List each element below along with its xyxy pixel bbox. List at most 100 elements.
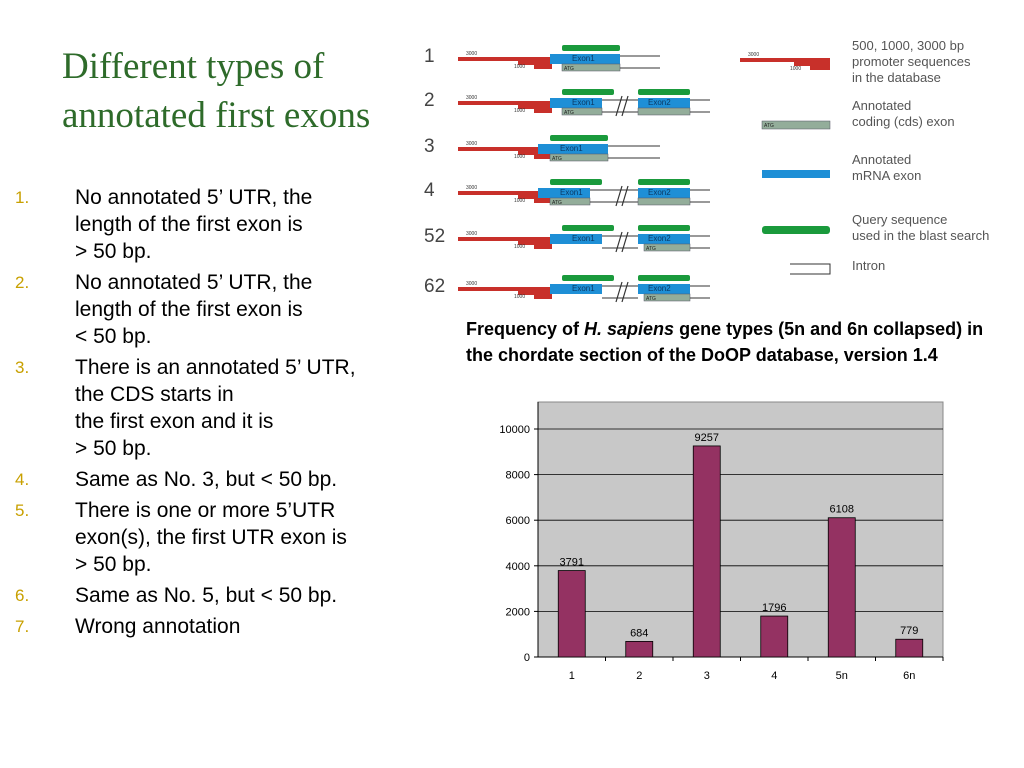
promoter-1000-label: 1000 [514,198,525,204]
exon-label: Exon1 [572,54,595,63]
list-text: length of the first exon is [75,213,303,236]
y-tick-label: 2000 [506,606,530,618]
promoter-3000-label: 3000 [466,141,477,147]
list-text: There is an annotated 5’ UTR, [75,356,356,379]
legend-atg-label: ATG [764,123,774,129]
legend-text: coding (cds) exon [852,114,955,129]
y-tick-label: 6000 [506,515,530,527]
data-label: 3791 [560,557,584,569]
diagram-row: 4 3000 1000 Exon1 ATG Exon2 [424,179,710,207]
promoter-3000-label: 3000 [466,281,477,287]
promoter-3000-bar [458,57,552,61]
legend-promoter-swatch [810,66,830,70]
y-tick-label: 10000 [499,424,530,436]
atg-label: ATG [564,66,574,72]
diagram-row: 2 3000 1000 Exon1 ATG Exon2 [424,89,710,117]
list-number: 3. [15,358,30,377]
list-item: 7. Wrong annotation [15,613,425,640]
frequency-bar-chart: 0 2000 4000 6000 8000 10000 3791 1 684 2 9257 3 1796… [499,401,944,682]
promoter-3000-label: 3000 [466,185,477,191]
exon-label: Exon1 [572,98,595,107]
break-mark [615,95,623,117]
list-text: Same as No. 3, but < 50 bp. [75,468,338,491]
query-sequence-bar [562,225,614,231]
exon-label: Exon1 [560,188,583,197]
y-tick-label: 4000 [506,561,530,573]
legend-cds-swatch [761,120,831,130]
list-number: 5. [15,501,30,520]
promoter-3000-bar [458,237,552,241]
list-item: 4. Same as No. 3, but < 50 bp. [15,466,425,493]
atg-label: ATG [552,156,562,162]
promoter-1000-bar [518,195,552,199]
promoter-3000-bar [458,287,552,291]
exon-label: Exon1 [560,144,583,153]
promoter-3000-label: 3000 [466,231,477,237]
promoter-500-bar [534,65,552,69]
list-item: 1. No annotated 5’ UTR, the length of the … [15,184,425,265]
legend-text: Intron [852,258,885,273]
query-sequence-bar [638,275,690,281]
legend-1000-label: 1000 [790,66,801,72]
list-item: 2. No annotated 5’ UTR, the length of the … [15,269,425,350]
mrna-exon-bar [638,234,690,244]
list-item: 5. There is one or more 5’UTR exon(s), the… [15,497,425,578]
bar [760,615,789,658]
legend-promoter-swatch [794,62,830,66]
legend-text: Query sequence [852,212,947,227]
mrna-exon-bar [550,234,602,244]
legend-text: promoter sequences [852,54,971,69]
promoter-500-bar [534,155,552,159]
list-text: exon(s), the first UTR exon is [75,526,347,549]
promoter-1000-label: 1000 [514,244,525,250]
mrna-exon-bar [550,98,602,108]
data-label: 779 [900,625,918,637]
query-sequence-bar [562,275,614,281]
x-tick-label: 3 [704,670,710,682]
x-tick-label: 1 [569,670,575,682]
query-sequence-bar [638,89,690,95]
diagram-row: 3 3000 1000 Exon1 ATG [424,135,660,162]
x-tick-label: 6n [903,670,915,682]
promoter-500-bar [534,295,552,299]
legend-3000-label: 3000 [748,52,759,58]
promoter-1000-label: 1000 [514,154,525,160]
list-text: the CDS starts in [75,383,234,406]
promoter-1000-bar [518,61,552,65]
legend-text: mRNA exon [852,168,921,183]
data-label: 1796 [762,602,786,614]
promoter-1000-label: 1000 [514,108,525,114]
promoter-3000-bar [458,147,552,151]
promoter-1000-bar [518,105,552,109]
list-text: Same as No. 5, but < 50 bp. [75,584,338,607]
query-sequence-bar [550,135,608,141]
legend-mrna-swatch [762,170,830,178]
list-text: There is one or more 5’UTR [75,499,336,522]
row-label: 62 [424,276,445,297]
exon-label: Exon2 [648,188,671,197]
list-text: No annotated 5’ UTR, the [75,186,313,209]
query-sequence-bar [562,45,620,51]
atg-label: ATG [552,200,562,206]
legend-text: Annotated [852,152,911,167]
mrna-exon-bar [638,284,690,294]
promoter-1000-bar [518,291,552,295]
caption-pre: Frequency of [466,319,585,339]
list-text: the first exon and it is [75,410,274,433]
exon-type-list: 1. No annotated 5’ UTR, the length of the … [15,184,425,644]
promoter-1000-bar [518,241,552,245]
break-mark [621,95,629,117]
legend-text: in the database [852,70,941,85]
legend-query-swatch [762,226,830,234]
list-text: < 50 bp. [75,325,152,348]
promoter-3000-bar [458,101,552,105]
row-label: 52 [424,226,445,247]
caption-species: H. sapiens [584,319,675,339]
chart-caption: Frequency of H. sapiens gene types (5n a… [466,316,1006,368]
cds-exon-bar [637,107,691,116]
exon-label: Exon2 [648,98,671,107]
x-tick-label: 5n [836,670,848,682]
legend-text: Annotated [852,98,911,113]
bar [827,517,856,658]
promoter-3000-bar [458,191,552,195]
